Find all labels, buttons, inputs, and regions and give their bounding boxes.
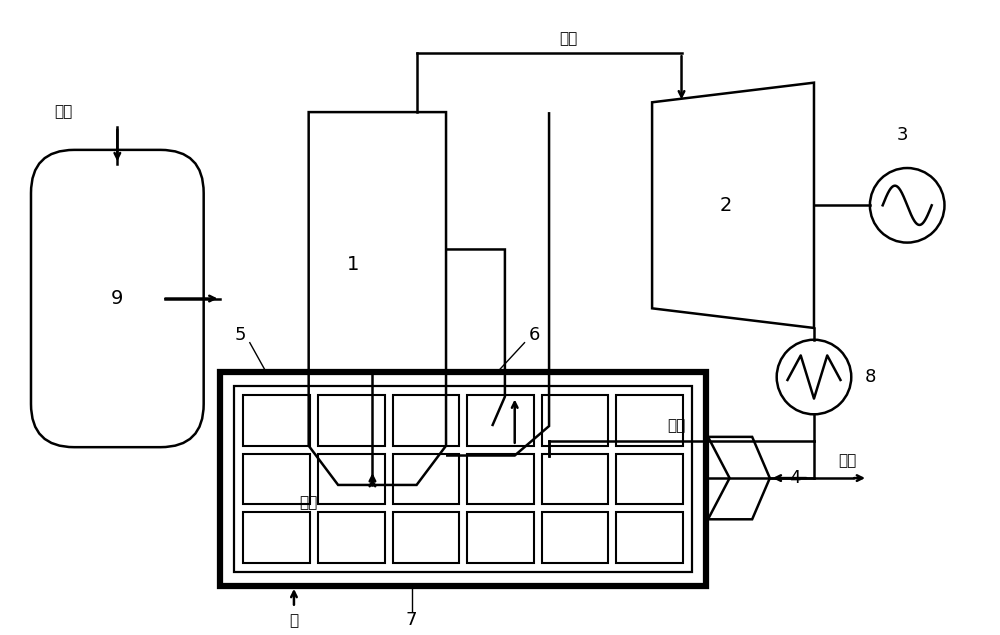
Bar xyxy=(616,454,683,504)
Bar xyxy=(467,395,534,446)
Bar xyxy=(393,512,459,563)
Bar xyxy=(318,512,385,563)
Text: 氨气: 氨气 xyxy=(54,104,72,119)
Bar xyxy=(243,512,310,563)
Bar xyxy=(234,386,692,572)
Text: 3: 3 xyxy=(897,126,908,145)
Bar xyxy=(318,395,385,446)
Bar xyxy=(393,454,459,504)
Bar xyxy=(616,512,683,563)
Bar xyxy=(220,372,706,586)
Text: 7: 7 xyxy=(406,612,417,629)
Bar xyxy=(318,454,385,504)
Text: 热水: 热水 xyxy=(839,453,857,468)
Text: 2: 2 xyxy=(719,196,732,215)
Text: 4: 4 xyxy=(789,469,801,487)
Text: 8: 8 xyxy=(865,368,877,386)
Bar xyxy=(467,454,534,504)
Bar xyxy=(393,395,459,446)
Text: 蔓汽: 蔓汽 xyxy=(560,31,578,46)
Text: 氨气: 氨气 xyxy=(300,495,318,510)
Text: 6: 6 xyxy=(529,326,540,344)
Bar xyxy=(542,454,608,504)
Bar xyxy=(542,512,608,563)
Bar xyxy=(467,512,534,563)
Text: 9: 9 xyxy=(111,289,124,308)
Bar xyxy=(243,454,310,504)
Bar xyxy=(243,395,310,446)
Text: 1: 1 xyxy=(347,255,359,274)
Text: 5: 5 xyxy=(234,326,246,344)
Text: 给水: 给水 xyxy=(667,418,686,433)
Bar xyxy=(616,395,683,446)
Bar xyxy=(542,395,608,446)
Text: 电: 电 xyxy=(289,613,299,628)
